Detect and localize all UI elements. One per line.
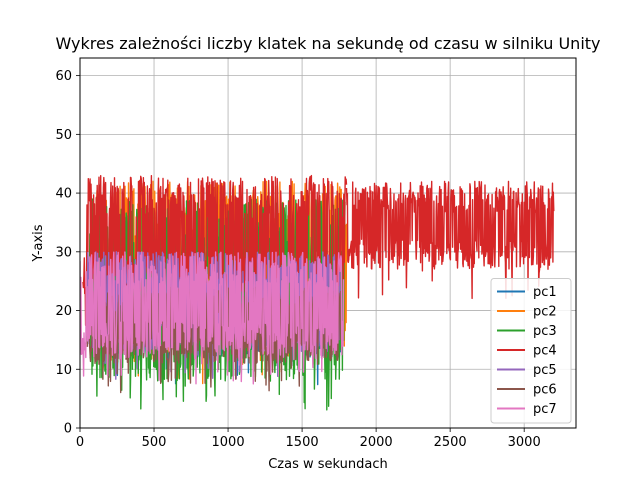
x-tick-label: 0	[76, 435, 84, 450]
legend-label-pc3: pc3	[533, 324, 557, 339]
x-tick-label: 1000	[212, 435, 245, 450]
x-tick-label: 1500	[286, 435, 319, 450]
x-tick-label: 2000	[360, 435, 393, 450]
plot-frame	[79, 57, 577, 429]
legend-label-pc7: pc7	[533, 402, 557, 417]
y-tick-label: 50	[55, 128, 72, 143]
legend-box	[490, 278, 572, 424]
legend: pc1 pc2 pc3 pc4 pc5 pc6 pc7	[490, 278, 572, 424]
y-tick-label: 60	[55, 69, 72, 84]
y-tick-label: 0	[64, 422, 72, 437]
y-tick-label: 30	[55, 245, 72, 260]
legend-label-pc5: pc5	[533, 363, 557, 378]
x-tick-label: 2500	[434, 435, 467, 450]
x-tick-label: 3000	[508, 435, 541, 450]
legend-label-pc6: pc6	[533, 383, 557, 398]
x-axis-label: Czas w sekundach	[268, 457, 388, 472]
y-tick-label: 10	[55, 363, 72, 378]
y-tick-label: 20	[55, 304, 72, 319]
chart-title: Wykres zależności liczby klatek na sekun…	[56, 34, 601, 53]
x-tick-label: 500	[142, 435, 167, 450]
y-axis-label: Y-axis	[31, 224, 46, 262]
legend-label-pc1: pc1	[533, 285, 557, 300]
legend-label-pc2: pc2	[533, 305, 557, 320]
series-layer	[80, 174, 555, 411]
legend-label-pc4: pc4	[533, 344, 557, 359]
series-line-pc7	[80, 251, 345, 385]
y-tick-label: 40	[55, 187, 72, 202]
ticks: 0 500 1000 1500 2000 2500 3000 0 10 20 30 40 50 60	[55, 69, 540, 450]
